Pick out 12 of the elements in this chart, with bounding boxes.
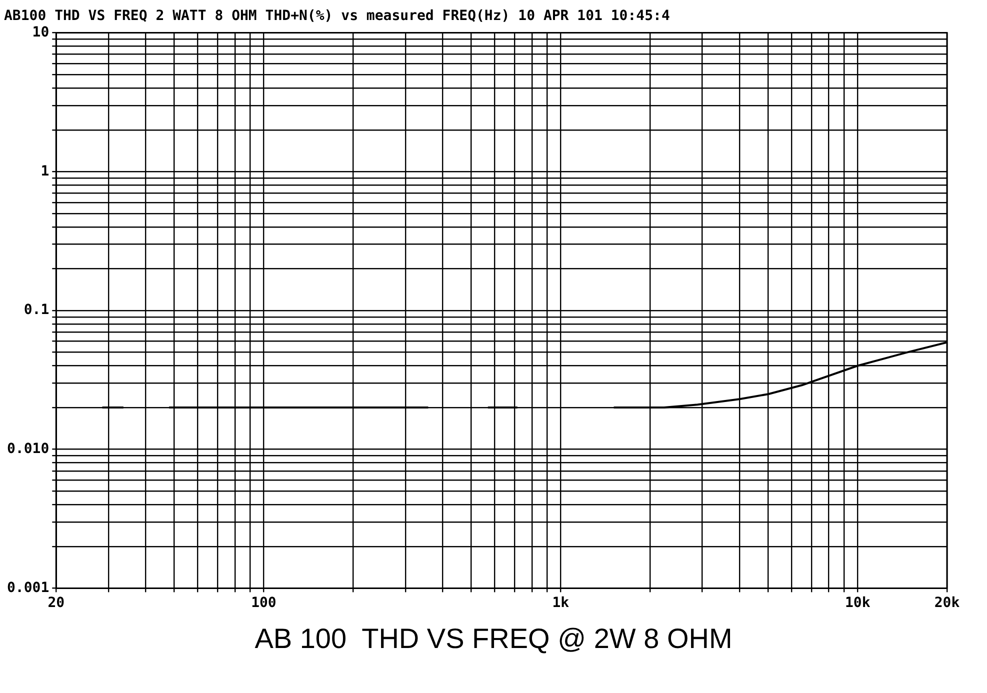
x-tick-label: 10k <box>844 595 871 612</box>
y-tick-label: 10 <box>32 24 50 40</box>
x-tick-label: 1k <box>552 595 570 612</box>
text: AB 100 THD VS FREQ @ 2W 8 OHM <box>254 622 734 655</box>
x-tick-label: 20 <box>48 595 65 612</box>
x-tick-label: 20k <box>934 595 960 612</box>
y-tick-label: 0.1 <box>24 302 50 318</box>
x-tick-label: 100 <box>251 595 276 612</box>
chart-title: AB100 THD VS FREQ 2 WATT 8 OHM THD+N(%) vs measured FREQ(Hz) 10 APR 101 10:45:4 <box>4 8 670 24</box>
y-tick-label: 0.001 <box>6 580 50 596</box>
y-tick-label: 0.010 <box>6 440 50 457</box>
y-tick-label: 1 <box>40 163 50 180</box>
